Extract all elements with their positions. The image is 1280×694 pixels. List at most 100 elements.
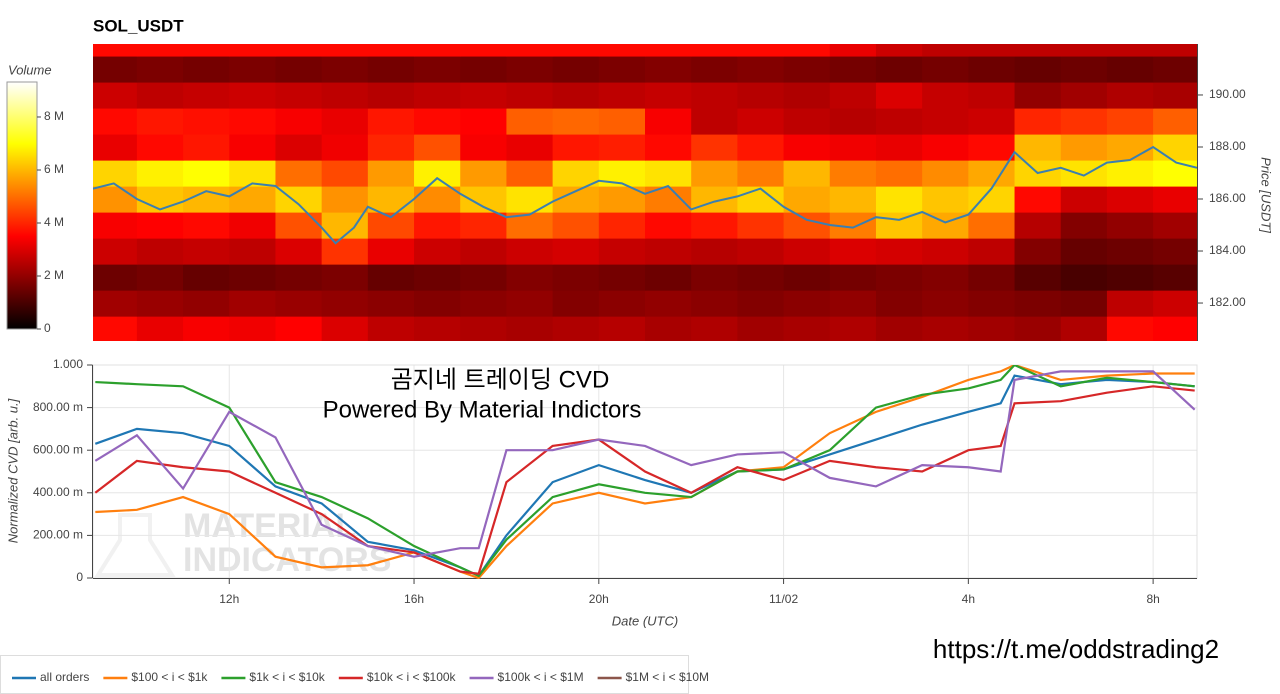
y2-axis-label: Price [USDT]: [1259, 157, 1274, 233]
heatmap-cell: [1153, 185, 1197, 213]
heatmap-cell: [737, 212, 785, 239]
heatmap-cell: [783, 185, 831, 213]
heatmap-cell: [783, 264, 831, 291]
heatmap-cell: [783, 159, 831, 187]
y-tick-label: 400.00 m: [33, 485, 83, 499]
heatmap-cell: [875, 185, 923, 213]
heatmap-cell: [183, 264, 230, 291]
heatmap-cell: [829, 290, 877, 317]
heatmap-cell: [367, 316, 415, 341]
heatmap-cell: [183, 107, 230, 135]
heatmap-cell: [598, 264, 646, 291]
heatmap-cell: [968, 185, 1016, 213]
heatmap-cell: [506, 107, 554, 135]
heatmap-cell: [136, 159, 184, 187]
heatmap-cell: [1014, 55, 1062, 83]
x-tick-label: 12h: [219, 592, 239, 606]
heatmap-cell: [93, 238, 138, 265]
legend-label: $100 < i < $1k: [131, 670, 208, 684]
heatmap-cell: [552, 238, 600, 265]
heatmap-cell: [1106, 55, 1154, 83]
heatmap-cell: [737, 81, 785, 109]
heatmap-cell: [460, 290, 508, 317]
heatmap-cell: [321, 238, 369, 265]
heatmap-cell: [691, 81, 738, 109]
heatmap-cell: [552, 107, 600, 135]
heatmap-cell: [229, 159, 277, 187]
heatmap-cell: [414, 55, 461, 83]
heatmap-cell: [598, 81, 646, 109]
heatmap-cell: [875, 264, 923, 291]
heatmap-cell: [321, 107, 369, 135]
heatmap-cell: [414, 81, 461, 109]
heatmap-cell: [460, 264, 508, 291]
heatmap-cell: [737, 55, 785, 83]
colorbar-tick-label: 0: [44, 321, 51, 335]
heatmap-cell: [506, 81, 554, 109]
heatmap-cell: [183, 316, 230, 341]
heatmap-cell: [691, 133, 738, 161]
heatmap-cell: [1106, 44, 1154, 57]
heatmap-cell: [783, 44, 831, 57]
heatmap-cell: [691, 159, 738, 187]
heatmap-cell: [275, 290, 323, 317]
heatmap-cell: [229, 133, 277, 161]
heatmap-cell: [922, 264, 969, 291]
heatmap-cell: [1106, 316, 1154, 341]
heatmap-cell: [783, 107, 831, 135]
heatmap-plot: [93, 44, 1197, 341]
heatmap-cell: [1060, 316, 1108, 341]
cvd-line: [95, 365, 1195, 578]
heatmap-cell: [460, 185, 508, 213]
annotation: Powered By Material Indictors: [323, 396, 642, 423]
heatmap-cell: [1153, 316, 1197, 341]
legend-label: $1M < i < $10M: [626, 670, 709, 684]
heatmap-cell: [1014, 316, 1062, 341]
heatmap-cell: [183, 44, 230, 57]
y-tick-label: 800.00 m: [33, 400, 83, 414]
heatmap-cell: [875, 81, 923, 109]
heatmap-cell: [691, 212, 738, 239]
heatmap-cell: [1014, 107, 1062, 135]
heatmap-cell: [229, 44, 277, 57]
heatmap-cell: [183, 81, 230, 109]
heatmap-cell: [829, 133, 877, 161]
y-axis-label: Normalized CVD [arb. u.]: [5, 398, 20, 543]
heatmap-cell: [93, 44, 138, 57]
heatmap-cell: [1106, 185, 1154, 213]
x-tick-label: 11/02: [769, 592, 798, 606]
heatmap-cell: [367, 81, 415, 109]
heatmap-cell: [645, 185, 692, 213]
heatmap-cell: [922, 107, 969, 135]
heatmap-cell: [367, 55, 415, 83]
heatmap-cell: [968, 81, 1016, 109]
heatmap-cell: [321, 264, 369, 291]
heatmap-cell: [1060, 44, 1108, 57]
heatmap-cell: [183, 212, 230, 239]
heatmap-cell: [1153, 44, 1197, 57]
heatmap-cell: [922, 290, 969, 317]
heatmap-cell: [1014, 81, 1062, 109]
heatmap-cell: [552, 316, 600, 341]
legend-label: $100k < i < $1M: [498, 670, 584, 684]
heatmap-cell: [414, 290, 461, 317]
heatmap-cell: [829, 185, 877, 213]
y-tick-label: 600.00 m: [33, 442, 83, 456]
heatmap-cell: [275, 44, 323, 57]
heatmap-cell: [968, 133, 1016, 161]
heatmap-cell: [367, 238, 415, 265]
heatmap-cell: [829, 264, 877, 291]
heatmap-cell: [1060, 159, 1108, 187]
heatmap-cell: [1014, 133, 1062, 161]
heatmap-cell: [552, 212, 600, 239]
heatmap-cell: [645, 264, 692, 291]
heatmap-cell: [645, 159, 692, 187]
heatmap-cell: [229, 81, 277, 109]
heatmap-cell: [783, 238, 831, 265]
heatmap-cell: [829, 316, 877, 341]
watermark-icon: [94, 513, 176, 577]
heatmap-cell: [229, 107, 277, 135]
heatmap-cell: [1060, 185, 1108, 213]
heatmap-cell: [506, 264, 554, 291]
heatmap-cell: [783, 55, 831, 83]
